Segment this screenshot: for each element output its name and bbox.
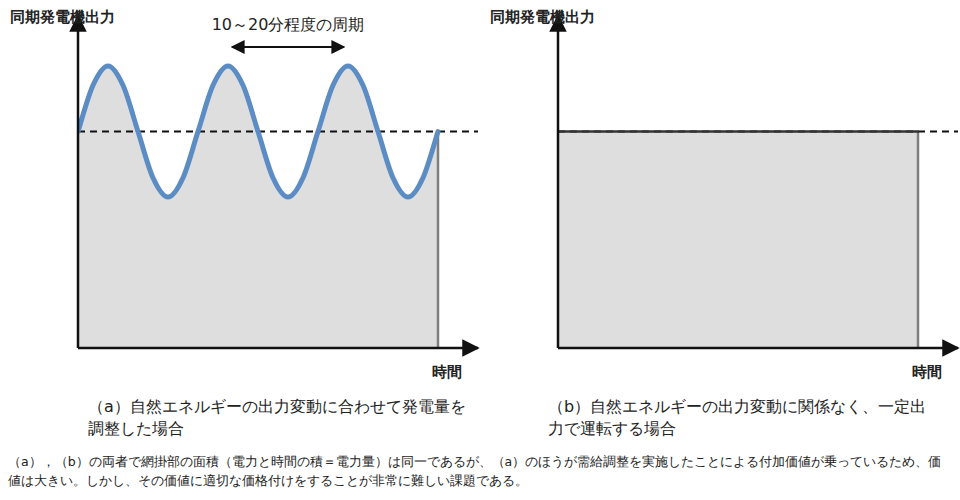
- area: [558, 132, 918, 348]
- caption: （a）自然エネルギーの出力変動に合わせて発電量を調整した場合: [88, 396, 468, 440]
- area-edge: [437, 132, 440, 348]
- y-axis: [77, 16, 80, 348]
- x-axis: [558, 347, 958, 350]
- caption-label: （a）: [88, 397, 130, 416]
- footnote: （a），（b）の両者で網掛部の面積（電力と時間の積＝電力量）は同一であるが、（a…: [8, 452, 953, 490]
- plot-area: [558, 132, 958, 348]
- x-axis-label: 時間: [912, 363, 942, 381]
- caption-label: （b）: [548, 397, 590, 416]
- annotation: 10～20分程度の周期: [212, 15, 365, 34]
- x-axis: [78, 347, 478, 350]
- plot-area: [78, 66, 478, 348]
- y-axis-label: 同期発電機出力: [490, 8, 595, 26]
- series-line: [558, 130, 918, 133]
- period-arrow: [232, 46, 344, 48]
- x-axis-label: 時間: [432, 363, 462, 381]
- area-edge: [917, 132, 920, 348]
- y-axis: [557, 16, 560, 348]
- reference-line: [558, 131, 958, 133]
- series-line: [78, 66, 438, 197]
- y-axis-label: 同期発電機出力: [10, 8, 115, 26]
- caption-text: 自然エネルギーの出力変動に関係なく、一定出力で運転する場合: [548, 397, 926, 438]
- caption: （b）自然エネルギーの出力変動に関係なく、一定出力で運転する場合: [548, 396, 928, 440]
- area: [78, 66, 438, 348]
- caption-text: 自然エネルギーの出力変動に合わせて発電量を調整した場合: [88, 397, 466, 438]
